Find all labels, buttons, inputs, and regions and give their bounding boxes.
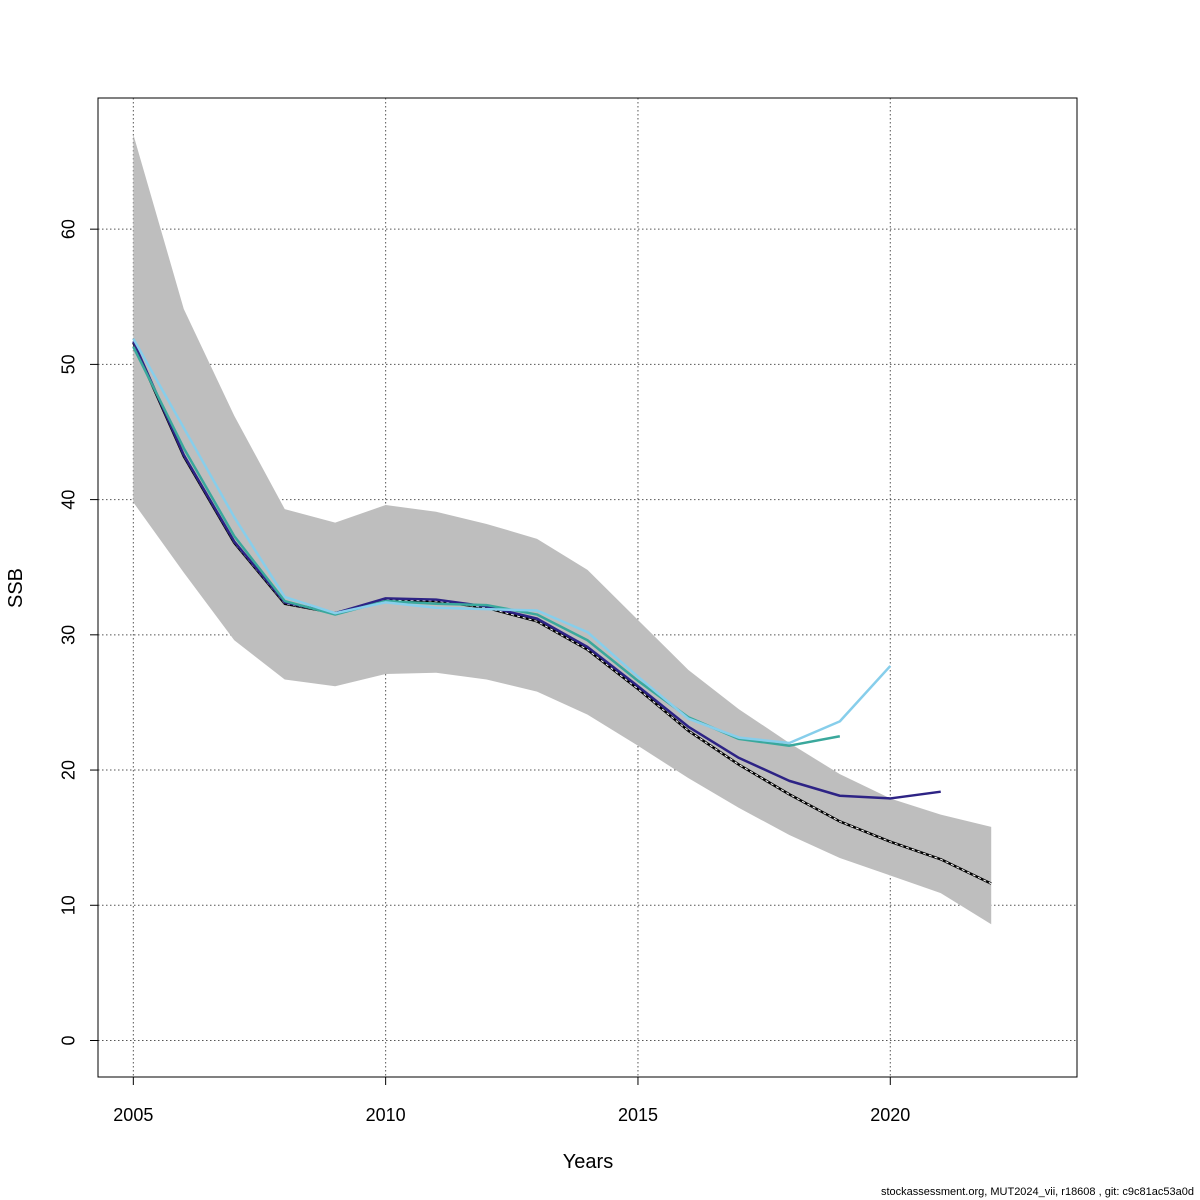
series-layer [132,338,992,885]
y-tick-label: 0 [59,1035,79,1045]
plot-frame [97,97,1078,1078]
series-line-4 [132,338,892,745]
footer-credit: stockassessment.org, MUT2024_vii, r18608… [880,1186,1194,1198]
confidence-band-layer [133,134,992,925]
y-tick-label: 60 [59,219,79,239]
y-axis-title: SSB [5,568,27,608]
y-tick-label: 30 [59,625,79,645]
x-tick-label: 2010 [366,1105,406,1125]
x-tick-label: 2005 [113,1105,153,1125]
confidence-band [133,134,992,925]
x-tick-label: 2020 [870,1105,910,1125]
y-tick-label: 40 [59,490,79,510]
x-tick-label: 2015 [618,1105,658,1125]
axes-layer: 2005 2010 2015 2020 0 10 20 30 40 50 60 [59,97,1078,1125]
y-tick-label: 20 [59,760,79,780]
series-line-2 [132,340,941,800]
y-tick-label: 10 [59,895,79,915]
y-tick-label: 50 [59,354,79,374]
x-axis-title: Years [563,1151,613,1173]
